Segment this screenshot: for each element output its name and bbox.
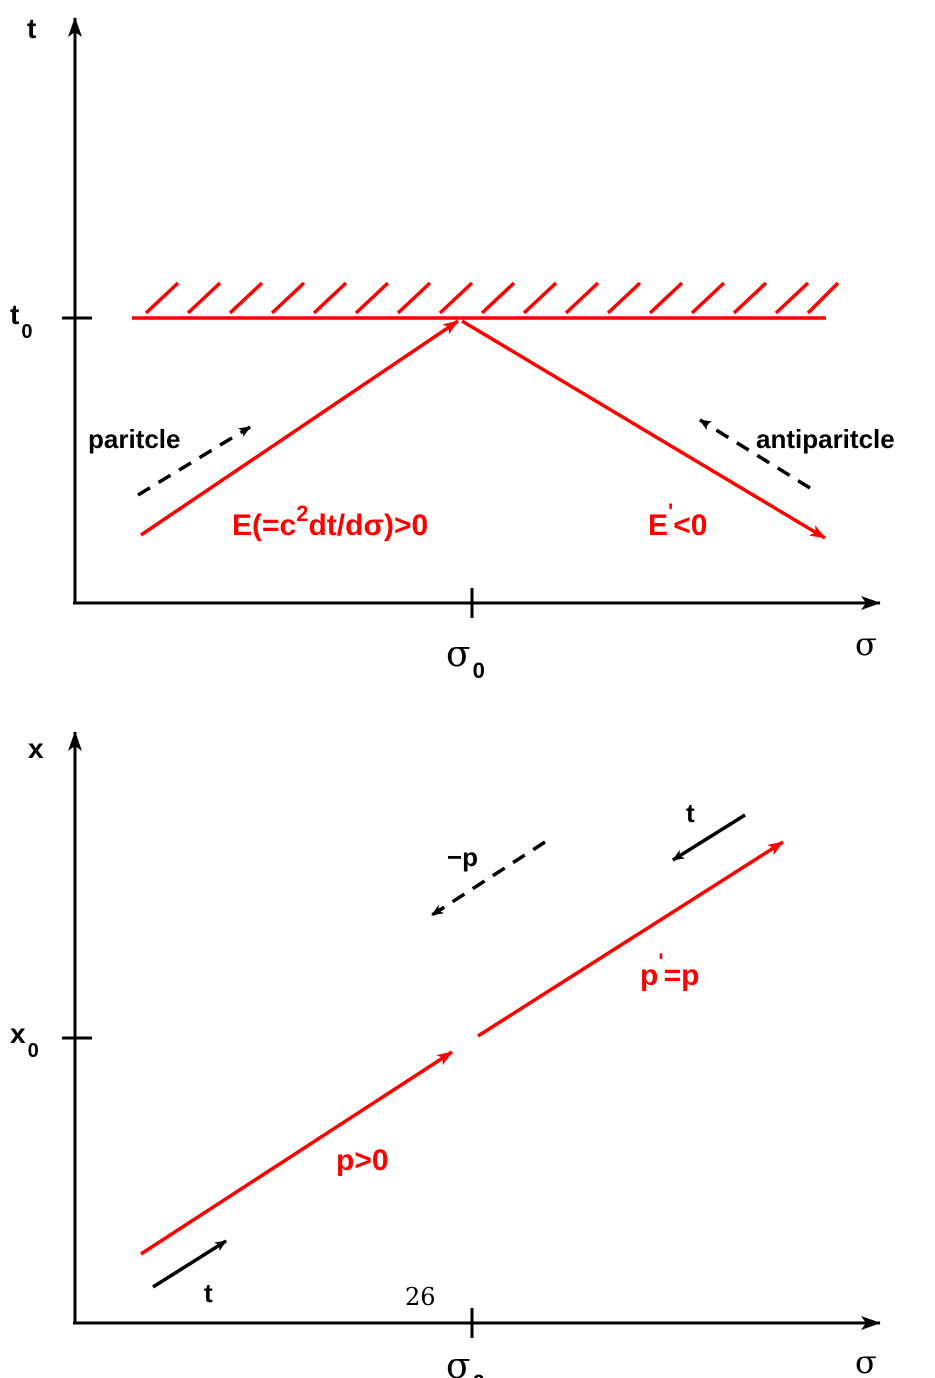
bottom-diagram: x x0 σ0 σ −p t t p>0 p'=p — [10, 731, 881, 1378]
bottom-t-arrow-bottom — [152, 1239, 227, 1289]
top-y-axis-label: t — [27, 13, 36, 44]
bottom-sigma0-label: σ0 — [446, 1346, 485, 1378]
top-diagram: t t0 σ0 σ paritcle antiparitcle E(=c2dt/… — [10, 13, 895, 683]
top-particle-label: paritcle — [88, 424, 181, 454]
top-antiparticle-direction-arrow — [699, 418, 811, 490]
bottom-p-positive-worldline — [140, 1050, 453, 1256]
top-particle-direction-arrow — [137, 425, 251, 497]
bottom-t-label-top: t — [686, 798, 695, 828]
top-t0-label: t0 — [10, 299, 32, 343]
bottom-p-positive-label: p>0 — [336, 1144, 389, 1177]
bottom-y-axis-label: x — [28, 733, 44, 764]
bottom-t-arrow-top — [672, 813, 746, 862]
top-sigma0-label: σ0 — [446, 634, 485, 683]
top-particle-worldline — [140, 319, 459, 537]
top-energy-prime-label: E'<0 — [648, 499, 707, 542]
top-energy-label: E(=c2dt/dσ)>0 — [232, 501, 428, 542]
bottom-x0-label: x0 — [10, 1018, 39, 1062]
bottom-p-prime-worldline — [477, 840, 784, 1038]
top-antiparticle-label: antiparitcle — [756, 424, 895, 454]
bottom-x-axis-label: σ — [855, 1343, 877, 1378]
top-x-axis-label: σ — [855, 625, 877, 663]
top-antiparticle-worldline — [461, 319, 826, 540]
bottom-t-label-bottom: t — [204, 1278, 213, 1308]
top-boundary-hatching — [144, 281, 840, 315]
bottom-minus-p-label: −p — [447, 842, 478, 872]
bottom-p-prime-label: p'=p — [640, 949, 699, 992]
page-number: 26 — [405, 1283, 436, 1311]
